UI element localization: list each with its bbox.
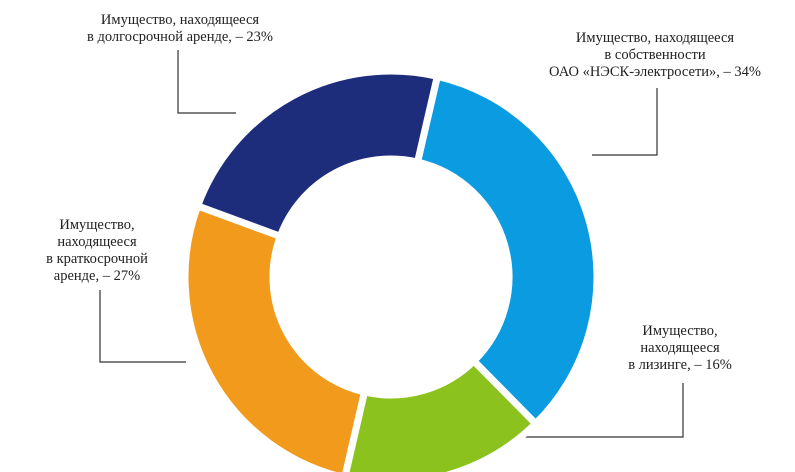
label-text: аренде, – — [54, 268, 111, 284]
donut-segment — [413, 72, 601, 429]
value-label: 27% — [114, 268, 141, 284]
segment-label: Имущество, — [642, 323, 717, 339]
label-text: Имущество, находящееся — [101, 12, 259, 28]
label-text: Имущество, — [59, 217, 134, 233]
segment-label: Имущество, находящееся — [101, 12, 259, 28]
segment-label: аренде, – 27% — [54, 268, 140, 284]
segment-label: в долгосрочной аренде, – 23% — [87, 29, 273, 45]
donut-segment — [342, 356, 541, 472]
segment-label: в лизинге, – 16% — [628, 357, 732, 373]
donut-segment — [181, 201, 369, 472]
segment-label: ОАО «НЭСК-электросети», – 34% — [549, 64, 761, 80]
segment-label: находящееся — [640, 340, 720, 356]
label-text: ОАО «НЭСК-электросети», – — [549, 64, 732, 80]
leader-line — [522, 383, 684, 438]
segment-label: в краткосрочной — [46, 251, 148, 267]
segment-label: Имущество, находящееся — [576, 30, 734, 46]
label-text: находящееся — [640, 340, 720, 356]
donut-segment — [193, 67, 442, 241]
label-text: в лизинге, – — [628, 357, 702, 373]
label-text: в долгосрочной аренде, – — [87, 29, 244, 45]
leader-line — [177, 50, 236, 114]
label-text: находящееся — [57, 234, 137, 250]
segment-label: в собственности — [604, 47, 705, 63]
leader-line — [592, 88, 658, 156]
value-label: 34% — [734, 64, 761, 80]
label-text: Имущество, — [642, 323, 717, 339]
leader-line — [99, 290, 186, 363]
segment-label: находящееся — [57, 234, 137, 250]
label-text: в краткосрочной — [46, 251, 148, 267]
segment-label: Имущество, — [59, 217, 134, 233]
value-label: 16% — [705, 357, 732, 373]
value-label: 23% — [246, 29, 273, 45]
label-text: в собственности — [604, 47, 705, 63]
label-text: Имущество, находящееся — [576, 30, 734, 46]
